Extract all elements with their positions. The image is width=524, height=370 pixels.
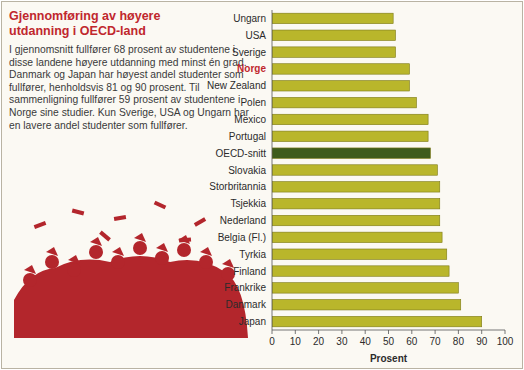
x-tick [341,330,342,334]
x-tick-label: 0 [269,336,275,347]
bar [272,81,409,91]
category-label: Storbritannia [209,181,266,192]
bar [272,30,395,40]
x-tick-label: 30 [336,336,348,347]
bar [272,215,440,225]
category-label: Portugal [229,131,266,142]
bar [272,47,395,57]
category-label: Danmark [225,299,267,310]
bar [272,148,430,158]
category-label: Belgia (Fl.) [218,232,266,243]
bar [272,316,482,326]
x-tick [505,330,506,334]
category-label: Ungarn [233,13,266,24]
y-axis-line [272,10,273,330]
arm [68,255,80,264]
head [45,255,59,269]
x-tick-label: 80 [453,336,465,347]
arm [156,243,168,252]
category-labels: Ungarn USA Sverige Norge New Zealand Polen Mex… [207,13,267,327]
arm [134,233,146,242]
bar [272,266,449,276]
x-tick [272,330,273,334]
x-tick [411,330,412,334]
x-tick-label: 20 [313,336,325,347]
bar [272,13,393,23]
cap [72,209,85,216]
bar [272,249,447,259]
x-tick [481,330,482,334]
x-tick-label: 90 [476,336,488,347]
bar [272,198,440,208]
x-tick [388,330,389,334]
cap [154,201,167,210]
cap [34,221,47,229]
bar [272,300,461,310]
x-tick-label: 60 [406,336,418,347]
head [23,273,37,287]
chart: Ungarn USA Sverige Norge New Zealand Polen Mex… [0,0,524,370]
cap [99,231,111,242]
x-tick-label: 40 [360,336,372,347]
arm [46,247,58,256]
bar [272,64,409,74]
head [177,243,191,257]
category-label: Sverige [232,47,266,58]
x-axis-label: Prosent [370,353,408,364]
axes: 0 10 20 30 40 50 60 70 80 90 100 Prosent [269,10,514,364]
arm [24,265,36,274]
category-label: Nederland [220,215,266,226]
x-tick-label: 10 [290,336,302,347]
x-tick-label: 70 [430,336,442,347]
x-tick [365,330,366,334]
cap [194,217,206,226]
head [133,241,147,255]
arm [200,247,212,256]
category-label: Mexico [234,114,266,125]
arm [112,247,124,256]
category-label: Tyrkia [239,249,266,260]
cap [114,215,127,221]
head [111,255,125,269]
arm [222,259,234,268]
category-label: OECD-snitt [215,148,266,159]
title: Gjennomføring av høyere utdanning i OECD… [9,9,209,39]
arm [90,237,102,246]
category-label: Polen [240,97,266,108]
bar [272,114,428,124]
x-tick [318,330,319,334]
cap [179,237,191,242]
graduates-graphic [14,201,248,338]
category-label: Japan [239,316,266,327]
bar [272,182,440,192]
bar [272,97,416,107]
x-tick-label: 50 [383,336,395,347]
category-label: Slovakia [228,165,266,176]
category-label: Tsjekkia [230,198,266,209]
x-tick [295,330,296,334]
category-label: New Zealand [207,80,266,91]
bars [272,13,482,327]
head [89,245,103,259]
bar [272,131,428,141]
category-label: USA [245,30,266,41]
category-label: Frankrike [224,282,266,293]
text-panel: Gjennomføring av høyere utdanning i OECD… [9,9,251,132]
category-label: Finland [233,266,266,277]
bar [272,283,458,293]
head [67,263,81,277]
head [199,255,213,269]
bar [272,165,437,175]
x-tick [458,330,459,334]
crowd [14,256,248,338]
bar [272,232,442,242]
x-tick [435,330,436,334]
category-label: Norge [237,63,266,74]
x-tick-label: 100 [497,336,514,347]
head [155,251,169,265]
